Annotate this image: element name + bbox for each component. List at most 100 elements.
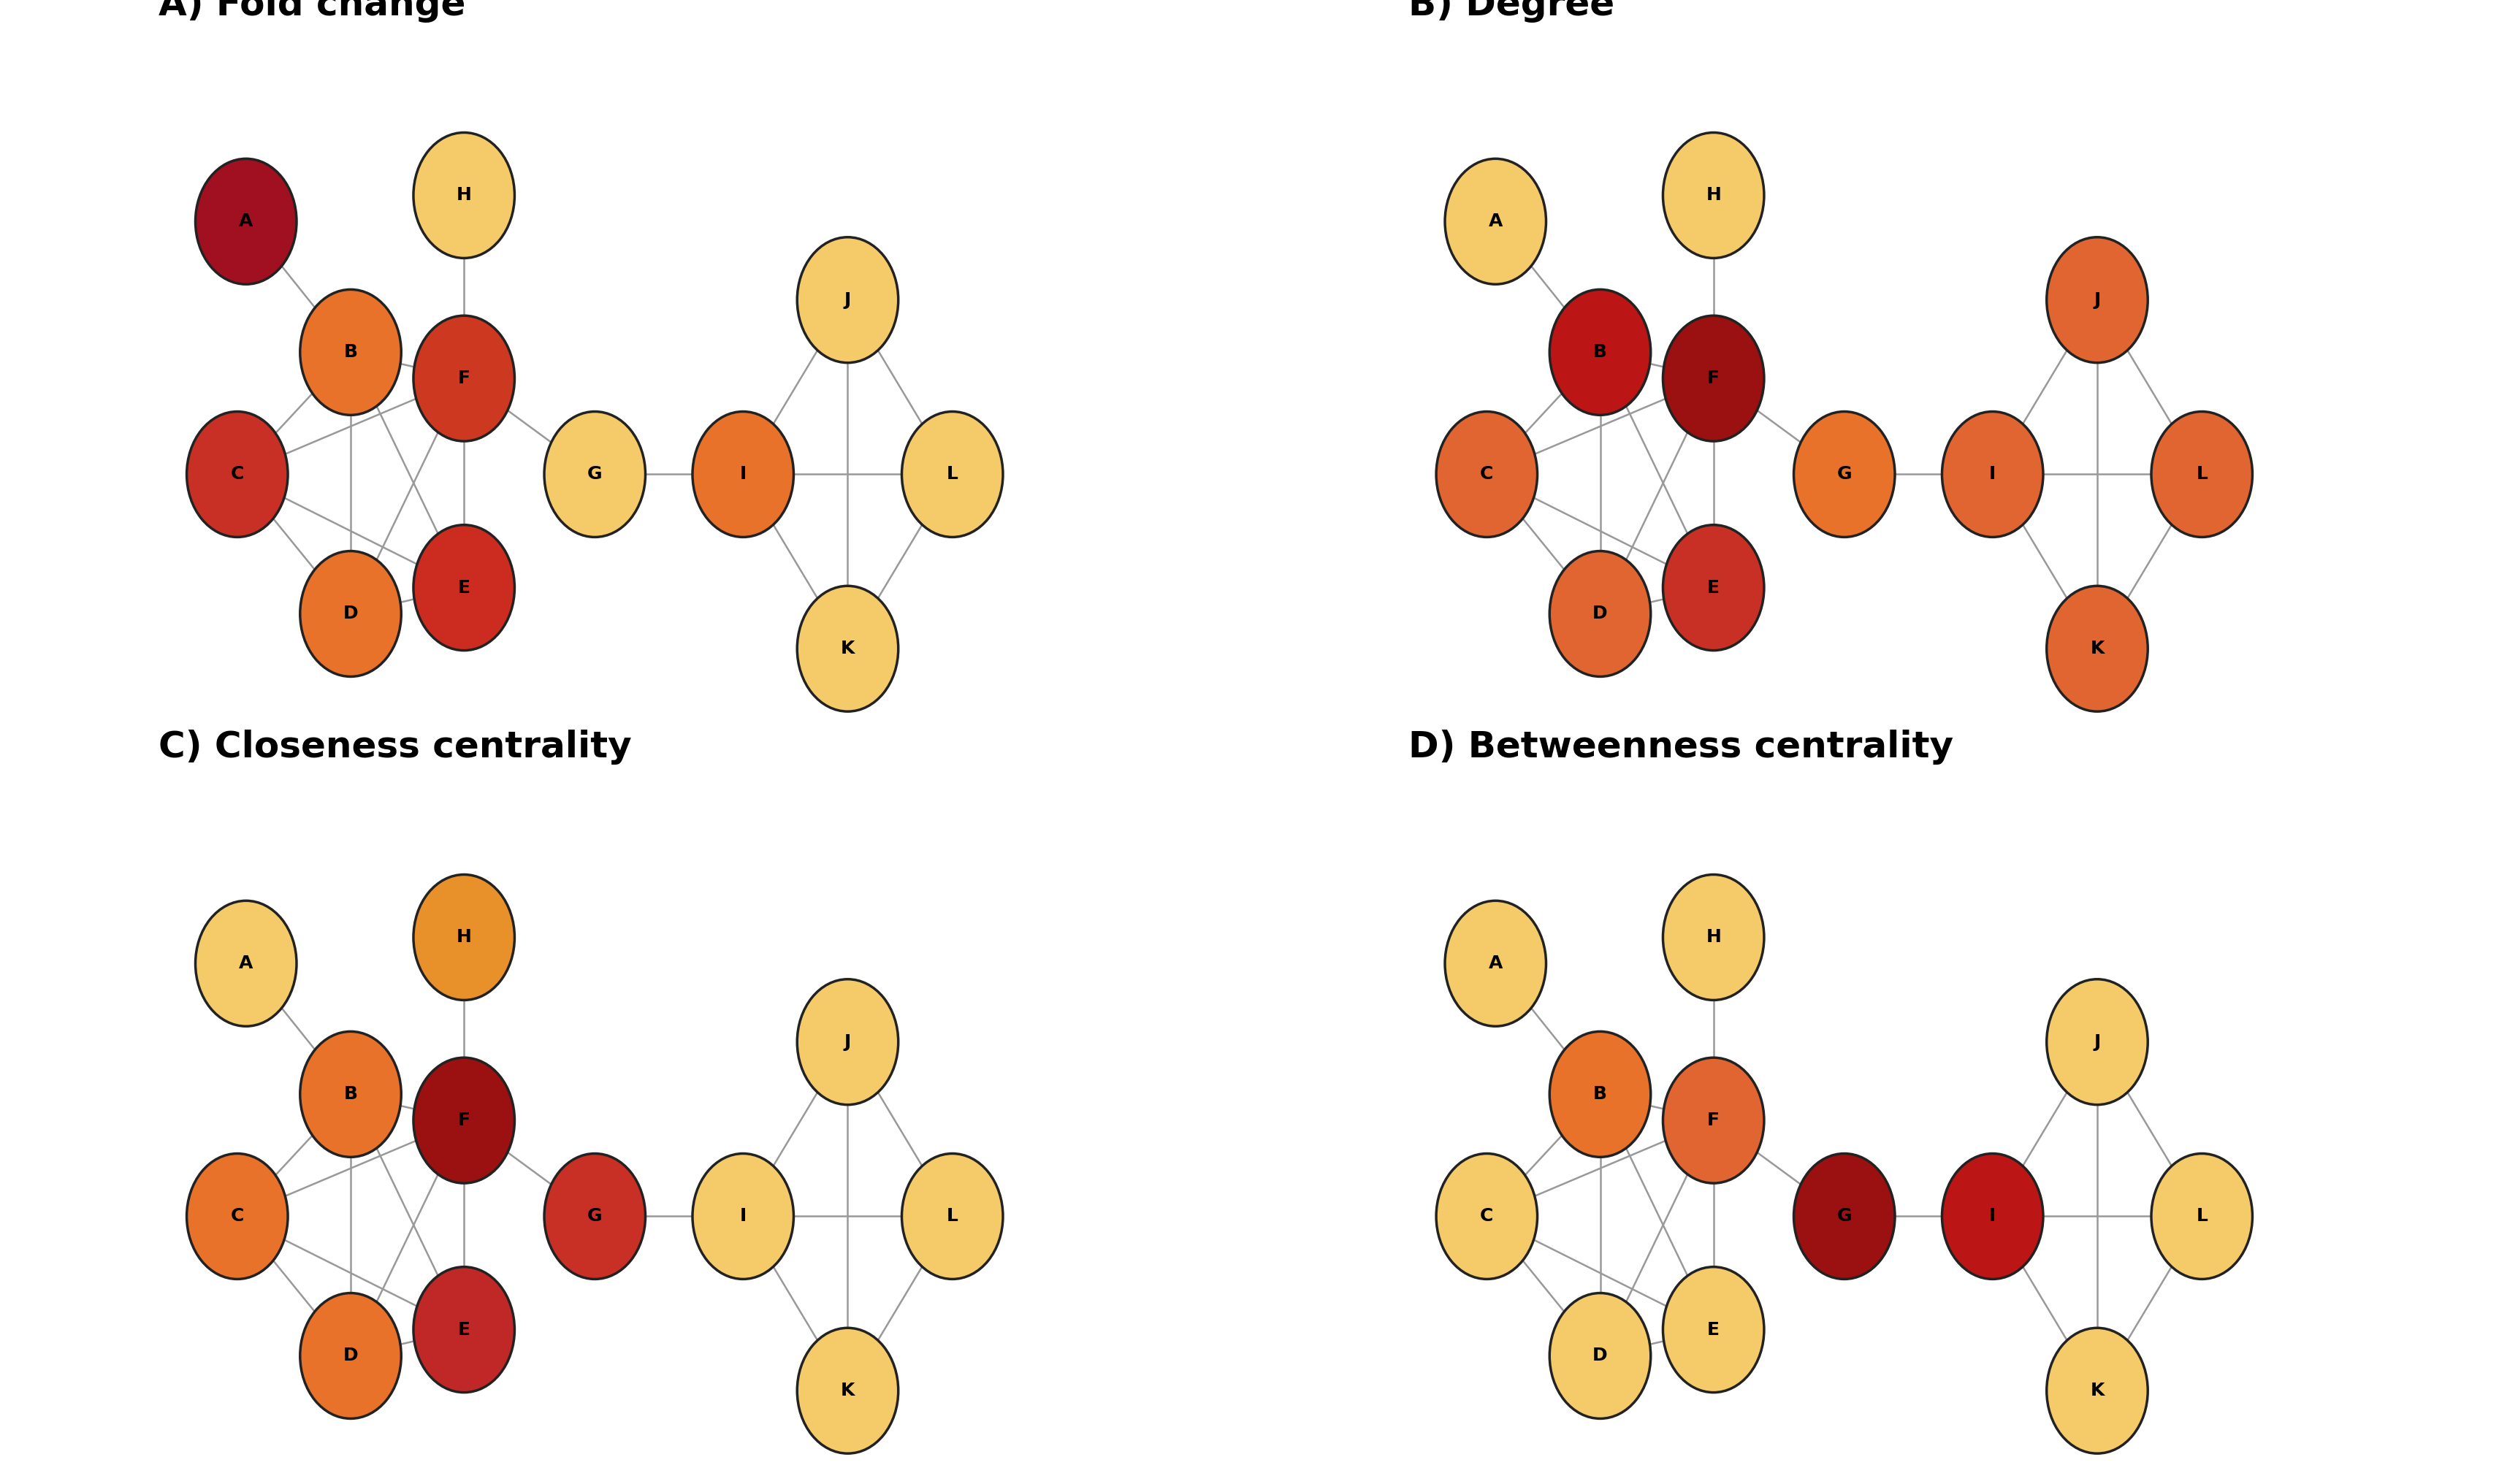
Text: I: I bbox=[1989, 466, 1997, 484]
Ellipse shape bbox=[797, 979, 897, 1104]
Text: D: D bbox=[1592, 605, 1607, 623]
Ellipse shape bbox=[2152, 1153, 2252, 1279]
Text: H: H bbox=[457, 929, 472, 947]
Ellipse shape bbox=[1549, 289, 1652, 416]
Text: B: B bbox=[1594, 1085, 1607, 1103]
Ellipse shape bbox=[1942, 1153, 2044, 1279]
Text: J: J bbox=[845, 291, 852, 309]
Text: C: C bbox=[1479, 466, 1494, 484]
Text: F: F bbox=[457, 370, 470, 387]
Text: F: F bbox=[1707, 370, 1719, 387]
Text: F: F bbox=[1707, 1112, 1719, 1129]
Ellipse shape bbox=[1549, 551, 1652, 677]
Text: J: J bbox=[2094, 1033, 2102, 1051]
Ellipse shape bbox=[797, 1328, 897, 1453]
Text: J: J bbox=[845, 1033, 852, 1051]
Ellipse shape bbox=[1794, 1153, 1894, 1279]
Ellipse shape bbox=[300, 1031, 402, 1158]
Ellipse shape bbox=[195, 901, 297, 1027]
Text: B) Degree: B) Degree bbox=[1409, 0, 1614, 22]
Text: C: C bbox=[230, 1208, 245, 1226]
Text: K: K bbox=[2089, 1382, 2104, 1399]
Text: H: H bbox=[457, 187, 472, 205]
Ellipse shape bbox=[187, 411, 287, 537]
Text: G: G bbox=[1837, 466, 1852, 484]
Ellipse shape bbox=[1942, 411, 2044, 537]
Ellipse shape bbox=[545, 1153, 645, 1279]
Text: K: K bbox=[840, 640, 855, 657]
Text: I: I bbox=[1989, 1208, 1997, 1226]
Text: D: D bbox=[342, 605, 357, 623]
Text: B: B bbox=[345, 1085, 357, 1103]
Text: C: C bbox=[1479, 1208, 1494, 1226]
Ellipse shape bbox=[1794, 411, 1894, 537]
Ellipse shape bbox=[902, 1153, 1002, 1279]
Text: B: B bbox=[1594, 343, 1607, 361]
Text: L: L bbox=[947, 466, 957, 484]
Ellipse shape bbox=[2047, 586, 2147, 711]
Text: D) Betweenness centrality: D) Betweenness centrality bbox=[1409, 730, 1954, 764]
Text: B: B bbox=[345, 343, 357, 361]
Ellipse shape bbox=[412, 316, 515, 441]
Ellipse shape bbox=[2152, 411, 2252, 537]
Ellipse shape bbox=[1444, 901, 1547, 1027]
Ellipse shape bbox=[797, 586, 897, 711]
Text: C) Closeness centrality: C) Closeness centrality bbox=[160, 730, 632, 764]
Text: E: E bbox=[457, 1321, 470, 1339]
Ellipse shape bbox=[300, 551, 402, 677]
Text: G: G bbox=[587, 1208, 602, 1226]
Ellipse shape bbox=[1662, 132, 1764, 258]
Text: A: A bbox=[240, 212, 252, 230]
Ellipse shape bbox=[1437, 411, 1537, 537]
Text: G: G bbox=[587, 466, 602, 484]
Ellipse shape bbox=[412, 525, 515, 650]
Text: D: D bbox=[1592, 1347, 1607, 1365]
Text: L: L bbox=[947, 1208, 957, 1226]
Ellipse shape bbox=[902, 411, 1002, 537]
Text: K: K bbox=[840, 1382, 855, 1399]
Text: H: H bbox=[1707, 187, 1722, 205]
Text: G: G bbox=[1837, 1208, 1852, 1226]
Text: L: L bbox=[2197, 466, 2207, 484]
Ellipse shape bbox=[1662, 316, 1764, 441]
Ellipse shape bbox=[1444, 159, 1547, 285]
Ellipse shape bbox=[412, 874, 515, 1000]
Ellipse shape bbox=[412, 1267, 515, 1392]
Ellipse shape bbox=[2047, 979, 2147, 1104]
Ellipse shape bbox=[300, 1293, 402, 1419]
Ellipse shape bbox=[300, 289, 402, 416]
Ellipse shape bbox=[1549, 1031, 1652, 1158]
Ellipse shape bbox=[692, 411, 795, 537]
Ellipse shape bbox=[1662, 1267, 1764, 1392]
Text: E: E bbox=[1707, 579, 1719, 597]
Ellipse shape bbox=[545, 411, 645, 537]
Text: K: K bbox=[2089, 640, 2104, 657]
Ellipse shape bbox=[692, 1153, 795, 1279]
Ellipse shape bbox=[195, 159, 297, 285]
Text: E: E bbox=[1707, 1321, 1719, 1339]
Text: F: F bbox=[457, 1112, 470, 1129]
Text: E: E bbox=[457, 579, 470, 597]
Ellipse shape bbox=[1662, 874, 1764, 1000]
Ellipse shape bbox=[187, 1153, 287, 1279]
Text: L: L bbox=[2197, 1208, 2207, 1226]
Text: A: A bbox=[240, 954, 252, 972]
Text: A: A bbox=[1489, 954, 1502, 972]
Ellipse shape bbox=[797, 237, 897, 362]
Text: A) Fold change: A) Fold change bbox=[160, 0, 465, 22]
Ellipse shape bbox=[2047, 1328, 2147, 1453]
Text: I: I bbox=[740, 1208, 747, 1226]
Ellipse shape bbox=[2047, 237, 2147, 362]
Text: H: H bbox=[1707, 929, 1722, 947]
Text: C: C bbox=[230, 466, 245, 484]
Ellipse shape bbox=[1549, 1293, 1652, 1419]
Text: J: J bbox=[2094, 291, 2102, 309]
Ellipse shape bbox=[1662, 525, 1764, 650]
Ellipse shape bbox=[1662, 1058, 1764, 1183]
Text: A: A bbox=[1489, 212, 1502, 230]
Ellipse shape bbox=[1437, 1153, 1537, 1279]
Ellipse shape bbox=[412, 132, 515, 258]
Text: D: D bbox=[342, 1347, 357, 1365]
Text: I: I bbox=[740, 466, 747, 484]
Ellipse shape bbox=[412, 1058, 515, 1183]
